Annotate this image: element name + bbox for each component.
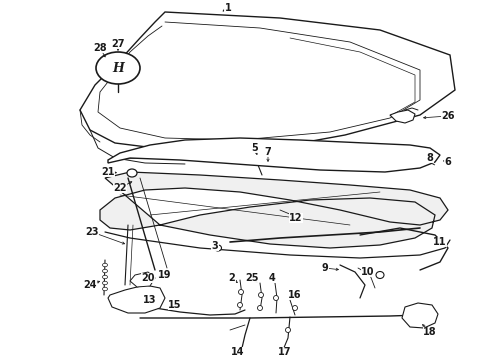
Ellipse shape — [238, 302, 243, 307]
Text: 16: 16 — [288, 290, 302, 300]
Text: 6: 6 — [444, 157, 451, 167]
Text: 25: 25 — [245, 273, 259, 283]
Ellipse shape — [215, 245, 221, 251]
Ellipse shape — [273, 296, 278, 301]
Text: 11: 11 — [433, 237, 447, 247]
Ellipse shape — [102, 275, 107, 279]
Text: 15: 15 — [168, 300, 182, 310]
Ellipse shape — [102, 281, 107, 285]
Text: 20: 20 — [141, 273, 155, 283]
Text: 18: 18 — [423, 327, 437, 337]
Text: 4: 4 — [269, 273, 275, 283]
Text: 19: 19 — [158, 270, 172, 280]
Text: 27: 27 — [111, 39, 125, 49]
Ellipse shape — [127, 169, 137, 177]
Text: 12: 12 — [289, 213, 303, 223]
Text: 3: 3 — [212, 241, 219, 251]
Text: 14: 14 — [231, 347, 245, 357]
Polygon shape — [100, 172, 448, 248]
Ellipse shape — [96, 52, 140, 84]
Text: 7: 7 — [265, 147, 271, 157]
Polygon shape — [130, 272, 155, 287]
Polygon shape — [108, 138, 440, 172]
Text: 26: 26 — [441, 111, 455, 121]
Text: 13: 13 — [143, 295, 157, 305]
Ellipse shape — [259, 292, 264, 297]
Text: 1: 1 — [224, 3, 231, 13]
Ellipse shape — [376, 271, 384, 279]
Text: 9: 9 — [321, 263, 328, 273]
Text: 24: 24 — [83, 280, 97, 290]
Text: 17: 17 — [278, 347, 292, 357]
Polygon shape — [108, 285, 165, 313]
Ellipse shape — [293, 306, 297, 310]
Text: H: H — [112, 62, 124, 75]
Text: 21: 21 — [101, 167, 115, 177]
Polygon shape — [390, 110, 415, 123]
Text: 22: 22 — [113, 183, 127, 193]
Text: 2: 2 — [229, 273, 235, 283]
Polygon shape — [402, 303, 438, 328]
Text: 8: 8 — [427, 153, 434, 163]
Text: 5: 5 — [252, 143, 258, 153]
Text: 10: 10 — [361, 267, 375, 277]
Ellipse shape — [102, 269, 107, 273]
Polygon shape — [80, 12, 455, 150]
Text: 23: 23 — [85, 227, 99, 237]
Ellipse shape — [239, 289, 244, 294]
Ellipse shape — [102, 263, 107, 267]
Ellipse shape — [286, 328, 291, 333]
Ellipse shape — [102, 287, 107, 291]
Text: 28: 28 — [93, 43, 107, 53]
Ellipse shape — [258, 306, 263, 310]
